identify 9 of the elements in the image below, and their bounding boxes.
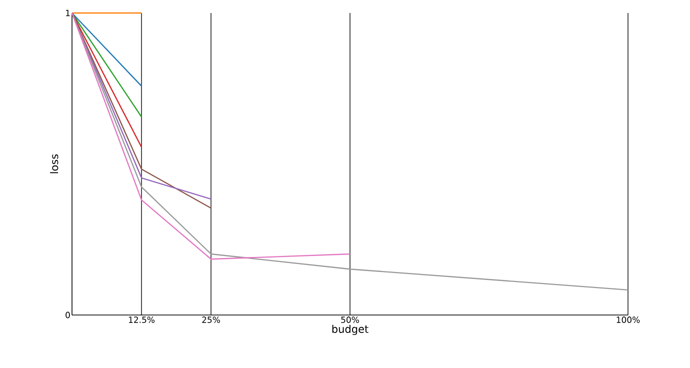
y-tick-label: 1 <box>66 10 70 16</box>
x-tick-label: 50% <box>341 316 359 323</box>
x-tick-label: 100% <box>616 316 640 323</box>
y-tick-label: 0 <box>66 312 70 318</box>
x-axis-title: budget <box>332 324 368 335</box>
line-series <box>71 12 351 260</box>
x-tick-label: 25% <box>202 316 220 323</box>
y-axis-title: loss <box>50 154 58 174</box>
x-tick-label: 12.5% <box>128 316 155 323</box>
